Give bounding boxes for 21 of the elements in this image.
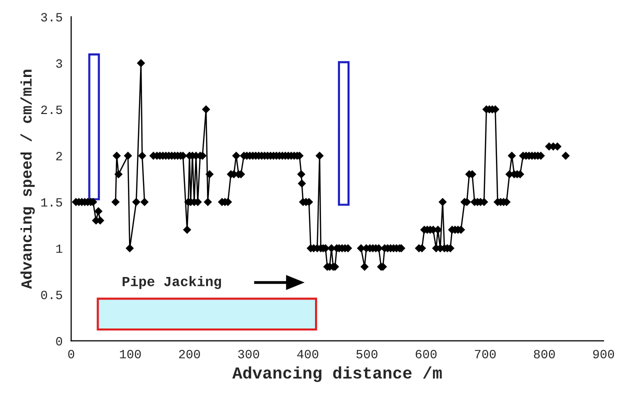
y-tick-label: 0 — [56, 337, 62, 346]
x-tick-label: 900 — [593, 350, 614, 358]
x-tick-label: 100 — [120, 350, 141, 358]
x-tick-label: 600 — [416, 350, 437, 358]
x-tick-label: 0 — [68, 350, 74, 358]
annotation: Pipe Jacking — [122, 276, 221, 290]
y-tick-label: 3.5 — [41, 13, 62, 22]
y-tick-label: 1.5 — [41, 198, 62, 207]
y-tick-label: 0.5 — [41, 290, 62, 300]
y-tick-label: 3 — [56, 59, 62, 68]
x-axis-title: Advancing distance /m — [232, 366, 442, 382]
x-tick-label: 800 — [534, 350, 555, 358]
x-tick-label: 700 — [474, 350, 496, 358]
y-axis-title: Advancing speed / cm/min — [20, 70, 35, 289]
y-tick-label: 1 — [56, 244, 62, 253]
x-tick-label: 300 — [238, 350, 260, 358]
x-tick-label: 400 — [297, 350, 318, 358]
y-tick-label: 2 — [56, 152, 62, 160]
y-tick-label: 2.5 — [41, 106, 62, 114]
x-tick-label: 500 — [356, 350, 378, 358]
x-tick-label: 200 — [179, 350, 200, 358]
